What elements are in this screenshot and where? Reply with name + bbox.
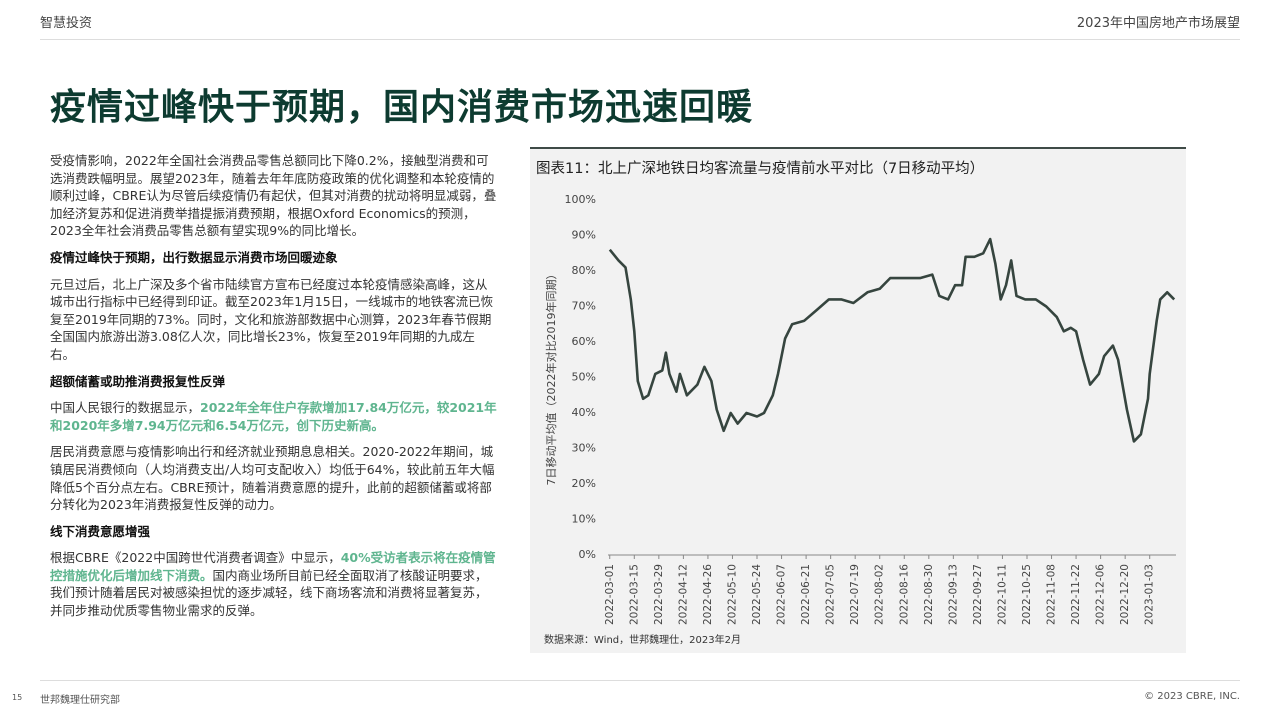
x-tick-label: 2022-05-24 (751, 564, 763, 625)
paragraph: 受疫情影响，2022年全国社会消费品零售总额同比下降0.2%，接触型消费和可选消… (50, 152, 497, 240)
header-right: 2023年中国房地产市场展望 (1076, 16, 1240, 31)
chart-top-rule (530, 147, 1186, 149)
x-tick-label: 2022-06-07 (776, 564, 788, 625)
y-tick-label: 100% (565, 193, 596, 206)
page-title: 疫情过峰快于预期，国内消费市场迅速回暖 (50, 86, 754, 128)
text-run: 国内商业场所目前已经全面取消了核酸证明要求，我们预计随着居民对被感染担忧的逐步减… (50, 567, 488, 619)
x-tick-label: 2022-09-27 (972, 564, 984, 625)
paragraph: 居民消费意愿与疫情影响出行和经济就业预期息息相关。2020-2022年期间，城镇… (50, 443, 497, 513)
x-tick-label: 2022-12-06 (1095, 564, 1107, 625)
paragraph: 根据CBRE《2022中国跨世代消费者调查》中显示，40%受访者表示将在疫情管控… (50, 549, 497, 619)
highlight-text: 40%受访者表示将在疫情管控措施优化后增加线下消费。 (50, 550, 496, 583)
body-text: 受疫情影响，2022年全国社会消费品零售总额同比下降0.2%，接触型消费和可选消… (50, 152, 497, 629)
x-tick-label: 2022-12-20 (1119, 564, 1131, 625)
x-tick-label: 2022-08-16 (898, 564, 910, 625)
paragraph: 中国人民银行的数据显示，2022年全年住户存款增加17.84万亿元，较2021年… (50, 399, 497, 434)
text-run: 元旦过后，北上广深及多个省市陆续官方宣布已经度过本轮疫情感染高峰，这从城市出行指… (50, 276, 494, 362)
x-tick-label: 2023-01-03 (1144, 564, 1156, 625)
text-run: 中国人民银行的数据显示， (50, 400, 201, 416)
x-tick-label: 2022-10-11 (996, 564, 1008, 625)
y-tick-label: 50% (572, 371, 596, 384)
chart-title: 图表11：北上广深地铁日均客流量与疫情前水平对比（7日移动平均） (536, 160, 984, 177)
text-run: 受疫情影响，2022年全国社会消费品零售总额同比下降0.2%，接触型消费和可选消… (50, 153, 497, 239)
highlight-text: 2022年全年住户存款增加17.84万亿元，较2021年和2020年多增7.94… (50, 400, 497, 433)
y-tick-label: 0% (579, 548, 596, 561)
footer-left: 世邦魏理仕研究部 (40, 695, 120, 706)
header-rule (40, 39, 1240, 40)
x-tick-label: 2022-05-10 (726, 564, 738, 625)
text-run: 居民消费意愿与疫情影响出行和经济就业预期息息相关。2020-2022年期间，城镇… (50, 444, 495, 513)
x-tick-label: 2022-03-01 (604, 564, 616, 625)
footer-rule (40, 680, 1240, 681)
x-tick-label: 2022-04-26 (702, 564, 714, 625)
x-tick-label: 2022-08-30 (923, 564, 935, 625)
paragraph: 元旦过后，北上广深及多个省市陆续官方宣布已经度过本轮疫情感染高峰，这从城市出行指… (50, 276, 497, 364)
y-tick-label: 90% (572, 229, 596, 242)
section-heading: 线下消费意愿增强 (50, 523, 151, 539)
y-tick-label: 10% (572, 513, 596, 526)
x-tick-label: 2022-10-25 (1021, 564, 1033, 625)
y-tick-label: 30% (572, 442, 596, 455)
y-tick-label: 40% (572, 406, 596, 419)
chart-background (530, 147, 1186, 653)
chart: 图表11：北上广深地铁日均客流量与疫情前水平对比（7日移动平均） 7日移动平均值… (530, 147, 1186, 653)
y-axis-label: 7日移动平均值（2022年对比2019年同期） (544, 269, 558, 486)
x-tick-label: 2022-03-29 (653, 564, 665, 625)
header-left: 智慧投资 (40, 16, 93, 31)
y-tick-label: 20% (572, 477, 596, 490)
section-heading: 超额储蓄或助推消费报复性反弹 (50, 373, 226, 389)
x-tick-label: 2022-04-12 (677, 564, 689, 625)
y-tick-label: 80% (572, 264, 596, 277)
x-tick-label: 2022-07-19 (849, 564, 861, 625)
x-tick-label: 2022-06-21 (800, 564, 812, 625)
x-tick-label: 2022-07-05 (825, 564, 837, 625)
x-tick-label: 2022-11-22 (1070, 564, 1082, 625)
section-heading: 疫情过峰快于预期，出行数据显示消费市场回暖迹象 (50, 249, 338, 265)
x-tick-label: 2022-09-13 (947, 564, 959, 625)
text-run: 根据CBRE《2022中国跨世代消费者调查》中显示， (50, 550, 341, 566)
data-line (608, 237, 1176, 443)
chart-source: 数据来源：Wind，世邦魏理仕，2023年2月 (544, 633, 741, 646)
page-number: 15 (12, 693, 23, 702)
footer-right: © 2023 CBRE, INC. (1144, 691, 1240, 702)
x-tick-label: 2022-08-02 (874, 564, 886, 625)
x-tick-label: 2022-03-15 (628, 564, 640, 625)
y-tick-label: 70% (572, 300, 596, 313)
y-tick-label: 60% (572, 335, 596, 348)
x-tick-label: 2022-11-08 (1046, 564, 1058, 625)
